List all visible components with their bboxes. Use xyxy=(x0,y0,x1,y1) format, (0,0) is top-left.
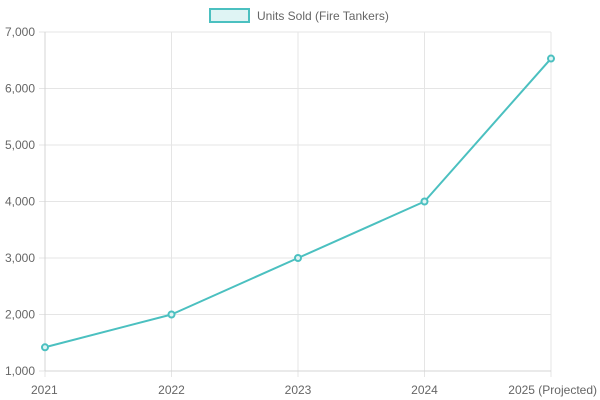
x-tick-label: 2021 xyxy=(31,383,58,397)
x-tick-label: 2025 (Projected) xyxy=(508,383,597,397)
data-point[interactable] xyxy=(41,343,49,352)
data-point[interactable] xyxy=(294,254,302,262)
data-point[interactable] xyxy=(167,310,176,319)
series xyxy=(41,54,555,352)
legend[interactable]: Units Sold (Fire Tankers) xyxy=(209,8,389,23)
data-point[interactable] xyxy=(547,54,555,63)
y-tick-label: 2,000 xyxy=(5,308,35,322)
x-tick-label: 2024 xyxy=(411,383,438,397)
y-tick-label: 6,000 xyxy=(5,82,35,96)
y-tick-label: 4,000 xyxy=(5,195,35,209)
axes: 1,000 2,000 3,000 4,000 5,000 6,000 7,000 2021 2… xyxy=(5,25,597,397)
y-tick-label: 1,000 xyxy=(5,364,35,378)
x-tick-label: 2022 xyxy=(158,383,185,397)
y-tick-label: 5,000 xyxy=(5,138,35,152)
grid xyxy=(39,31,552,377)
data-point[interactable] xyxy=(420,197,429,206)
y-tick-label: 7,000 xyxy=(5,25,35,39)
x-tick-label: 2023 xyxy=(285,383,312,397)
legend-swatch[interactable] xyxy=(209,8,250,23)
legend-label[interactable]: Units Sold (Fire Tankers) xyxy=(257,9,389,23)
y-tick-label: 3,000 xyxy=(5,251,35,265)
